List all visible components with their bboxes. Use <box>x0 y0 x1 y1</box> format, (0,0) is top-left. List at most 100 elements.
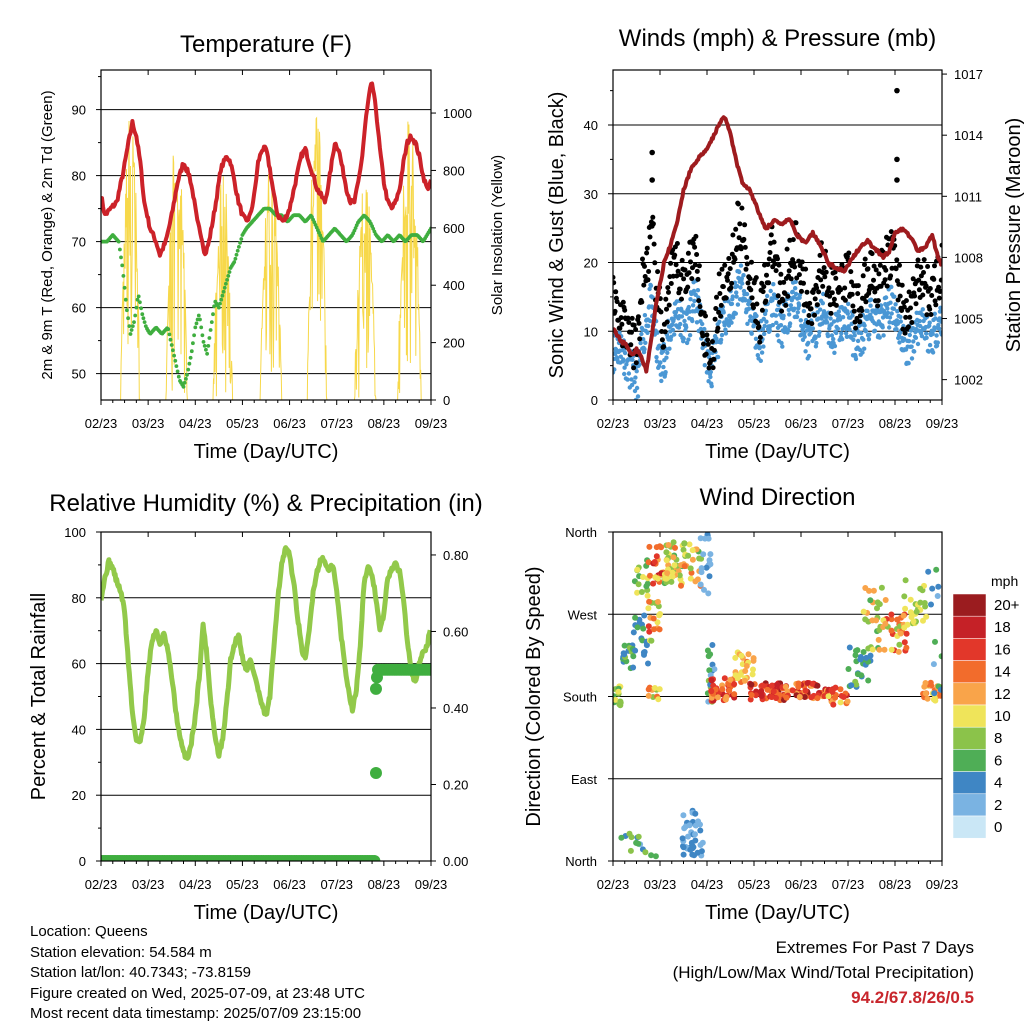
gust-point <box>751 305 756 311</box>
dewpoint-point <box>182 380 187 385</box>
wind-direction-point <box>687 846 694 853</box>
gust-point <box>871 263 877 269</box>
wind-point <box>747 299 752 304</box>
y-axis-label: Sonic Wind & Gust (Blue, Black) <box>546 92 568 379</box>
wind-point <box>917 318 922 324</box>
gust-point <box>620 299 626 305</box>
wind-direction-point <box>651 559 658 565</box>
wind-point <box>737 269 742 275</box>
gust-point <box>908 305 913 311</box>
wind-point <box>781 313 786 318</box>
gust-point <box>742 244 748 250</box>
wind-point <box>626 371 632 376</box>
wind-point <box>709 384 714 389</box>
gust-point <box>888 273 894 279</box>
gust-point <box>735 201 741 207</box>
wind-direction-point <box>692 810 699 817</box>
wind-direction-point <box>907 609 914 616</box>
wind-direction-point <box>913 608 920 615</box>
wind-point <box>806 340 811 346</box>
wind-direction-point <box>678 582 684 589</box>
wind-direction-point <box>925 568 932 575</box>
dewpoint-point <box>172 353 177 358</box>
gust-point <box>903 298 909 304</box>
wind-point <box>829 322 834 327</box>
wind-point <box>655 330 660 335</box>
wind-direction-point <box>750 657 757 664</box>
gust-point <box>685 284 691 290</box>
wind-direction-point <box>844 698 851 705</box>
gust-point <box>748 287 754 293</box>
dewpoint-point <box>128 332 133 336</box>
gust-point <box>781 279 787 285</box>
gust-point <box>921 270 926 275</box>
gust-point <box>647 234 653 240</box>
wind-point <box>836 309 841 314</box>
wind-direction-point <box>750 666 756 673</box>
gust-point <box>901 304 907 310</box>
gust-point <box>744 254 750 260</box>
wind-point <box>639 331 644 337</box>
gust-point <box>855 291 861 297</box>
y-tick-label: East <box>571 772 597 787</box>
gust-point <box>693 233 699 239</box>
wind-direction-point <box>613 696 619 703</box>
wind-point <box>932 311 937 316</box>
wind-point <box>617 330 622 335</box>
gust-point <box>719 266 725 272</box>
dewpoint-point <box>202 344 207 348</box>
gust-point <box>931 276 937 282</box>
chart-title: Wind Direction <box>699 484 855 511</box>
dewpoint-point <box>139 306 144 311</box>
dewpoint-point <box>168 337 173 342</box>
data-layer <box>101 545 431 861</box>
wind-direction-point <box>709 661 716 668</box>
wind-direction-point <box>875 636 882 643</box>
y2-tick-label: 0.20 <box>443 777 468 792</box>
gust-point <box>807 300 813 306</box>
x-tick-label: 07/23 <box>832 416 865 431</box>
wind-direction-point <box>692 578 699 585</box>
wind-point <box>837 313 842 318</box>
wind-direction-point <box>923 613 930 620</box>
wind-point <box>736 275 741 281</box>
wind-point <box>792 306 797 311</box>
wind-direction-point <box>672 544 678 551</box>
y-tick-label: 40 <box>584 118 598 133</box>
wind-point <box>933 316 938 321</box>
wind-direction-point <box>679 835 686 842</box>
y2-axis-label: Solar Insolation (Yellow) <box>489 155 506 315</box>
x-tick-label: 05/23 <box>738 877 771 892</box>
gust-point <box>753 275 759 281</box>
plot-frame <box>612 531 943 862</box>
wind-direction-point <box>645 605 652 612</box>
gust-point <box>736 235 742 241</box>
legend-title: mph <box>991 573 1018 589</box>
wind-point <box>845 311 850 316</box>
wind-point <box>794 314 800 320</box>
wind-point <box>768 288 773 294</box>
wind-point <box>802 331 807 336</box>
gust-point <box>658 309 664 315</box>
dewpoint-point <box>209 320 214 324</box>
gust-point <box>673 262 679 268</box>
gust-point <box>712 316 718 322</box>
wind-direction-point <box>870 587 877 594</box>
wind-point <box>910 326 916 331</box>
gust-point <box>744 261 750 267</box>
wind-point <box>648 283 654 288</box>
wind-point <box>937 309 942 314</box>
wind-point <box>757 345 763 350</box>
wind-point <box>802 334 807 339</box>
wind-point <box>654 355 659 360</box>
gust-point <box>826 285 832 291</box>
legend-label: 2 <box>994 797 1002 814</box>
wind-point <box>832 350 837 355</box>
wind-direction-point <box>900 612 907 619</box>
gust-point <box>793 220 799 226</box>
wind-direction-point <box>630 653 637 660</box>
wind-point <box>872 328 878 333</box>
x-axis-label: Time (Day/UTC) <box>705 441 850 463</box>
wind-direction-point <box>692 837 699 844</box>
